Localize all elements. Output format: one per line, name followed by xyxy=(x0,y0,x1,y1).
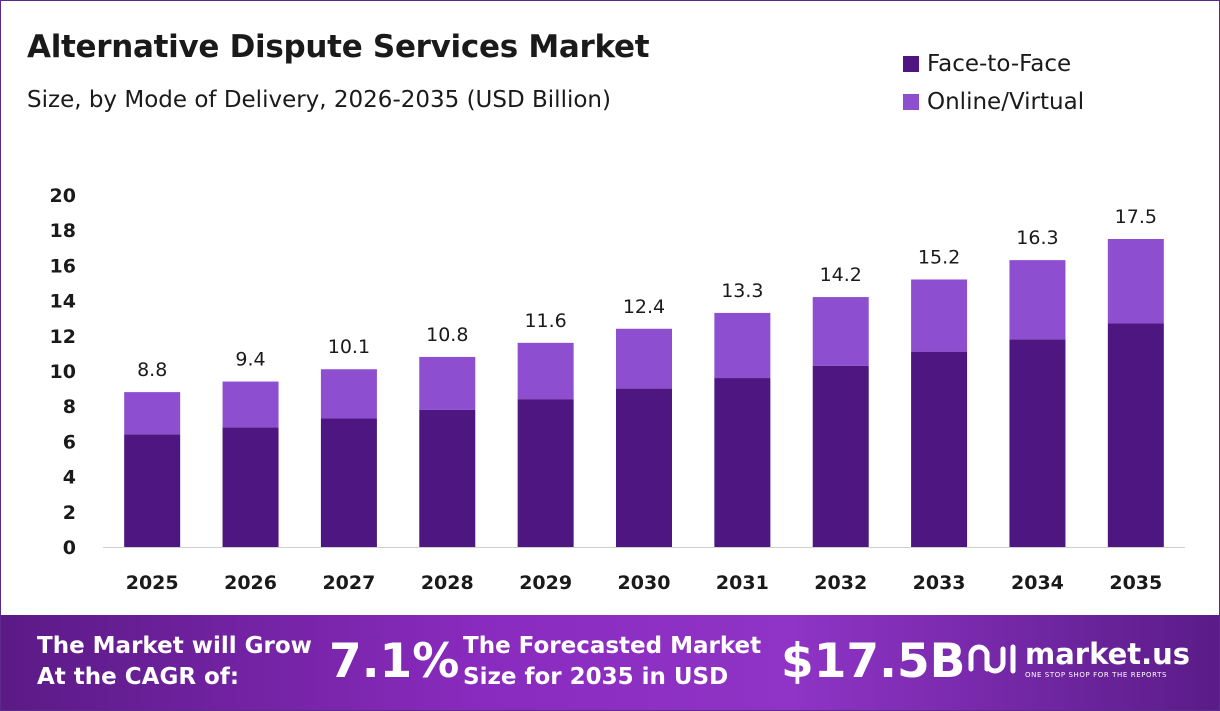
x-tick-label-2029: 2029 xyxy=(519,572,572,594)
bar-online-virtual-2031 xyxy=(714,312,771,379)
data-label-2029: 11.6 xyxy=(524,310,566,332)
data-label-2027: 10.1 xyxy=(328,336,370,358)
bar-online-virtual-2029 xyxy=(517,342,574,400)
forecast-label: The Forecasted Market Size for 2035 in U… xyxy=(463,631,761,693)
bar-online-virtual-2025 xyxy=(124,392,181,435)
chart-title: Alternative Dispute Services Market xyxy=(27,29,650,65)
x-tick-label-2031: 2031 xyxy=(716,572,769,594)
bar-online-virtual-2026 xyxy=(222,381,279,428)
brand-logo: market.us ONE STOP SHOP FOR THE REPORTS xyxy=(967,639,1190,679)
y-tick-label: 18 xyxy=(50,220,76,242)
footer-banner: The Market will Grow At the CAGR of: 7.1… xyxy=(1,615,1219,710)
chart-subtitle: Size, by Mode of Delivery, 2026-2035 (US… xyxy=(27,87,611,113)
market-us-logo-icon xyxy=(968,644,1016,674)
brand-name: market.us xyxy=(1025,637,1191,671)
bar-face-to-face-2033 xyxy=(911,351,968,547)
bar-face-to-face-2029 xyxy=(517,399,574,547)
legend-swatch-online-virtual xyxy=(903,94,919,110)
bar-face-to-face-2030 xyxy=(616,388,672,547)
y-tick-label: 6 xyxy=(63,431,76,453)
legend-label-online-virtual: Online/Virtual xyxy=(927,89,1085,115)
y-tick-label: 0 xyxy=(63,537,76,559)
x-tick-label-2032: 2032 xyxy=(814,572,867,594)
x-tick-label-2027: 2027 xyxy=(322,572,375,594)
x-tick-label-2034: 2034 xyxy=(1011,572,1064,594)
forecast-label-line2: Size for 2035 in USD xyxy=(463,664,729,690)
cagr-value: 7.1% xyxy=(329,634,460,689)
y-tick-label: 14 xyxy=(50,291,76,313)
bar-online-virtual-2032 xyxy=(812,297,869,366)
y-tick-label: 2 xyxy=(63,502,76,524)
data-label-2031: 13.3 xyxy=(721,280,763,302)
bar-face-to-face-2028 xyxy=(419,409,476,547)
forecast-label-line1: The Forecasted Market xyxy=(463,633,762,659)
data-label-2035: 17.5 xyxy=(1115,206,1157,228)
data-label-2026: 9.4 xyxy=(235,349,265,371)
x-tick-label-2028: 2028 xyxy=(421,572,474,594)
data-label-2028: 10.8 xyxy=(426,324,468,346)
x-tick-label-2025: 2025 xyxy=(126,572,179,594)
cagr-label: The Market will Grow At the CAGR of: xyxy=(37,631,312,693)
legend-item-online-virtual: Online/Virtual xyxy=(903,83,1084,121)
bar-online-virtual-2028 xyxy=(419,356,476,410)
bar-online-virtual-2035 xyxy=(1107,239,1164,324)
cagr-label-line2: At the CAGR of: xyxy=(37,664,240,690)
bar-face-to-face-2027 xyxy=(320,418,377,547)
data-label-2032: 14.2 xyxy=(820,264,862,286)
bar-online-virtual-2030 xyxy=(616,328,672,389)
bar-face-to-face-2025 xyxy=(124,434,181,547)
x-tick-label-2030: 2030 xyxy=(618,572,671,594)
forecast-value: $17.5B xyxy=(781,634,966,689)
y-tick-label: 8 xyxy=(63,396,76,418)
bar-face-to-face-2035 xyxy=(1107,323,1164,547)
bar-chart: 0 2 4 6 8 10 12 14 16 18 20 8.8 2025 9.4 2026 10.1 2027 1… xyxy=(50,185,1185,594)
x-tick-label-2033: 2033 xyxy=(913,572,966,594)
data-label-2033: 15.2 xyxy=(918,246,960,268)
y-tick-label: 16 xyxy=(50,255,76,277)
bar-face-to-face-2026 xyxy=(222,427,279,547)
legend-swatch-face-to-face xyxy=(903,56,919,72)
x-tick-label-2035: 2035 xyxy=(1109,572,1162,594)
bar-face-to-face-2032 xyxy=(812,365,869,547)
data-label-2034: 16.3 xyxy=(1016,227,1058,249)
bar-face-to-face-2031 xyxy=(714,378,771,547)
bar-face-to-face-2034 xyxy=(1009,339,1066,547)
y-tick-label: 20 xyxy=(50,185,76,207)
data-label-2030: 12.4 xyxy=(623,296,665,318)
cagr-label-line1: The Market will Grow xyxy=(37,633,312,659)
data-label-2025: 8.8 xyxy=(137,359,167,381)
bar-online-virtual-2033 xyxy=(911,279,968,352)
y-tick-label: 12 xyxy=(50,326,76,348)
y-tick-label: 10 xyxy=(50,361,76,383)
bar-online-virtual-2027 xyxy=(320,369,377,419)
legend-item-face-to-face: Face-to-Face xyxy=(903,45,1084,83)
legend: Face-to-Face Online/Virtual xyxy=(903,45,1084,121)
bar-online-virtual-2034 xyxy=(1009,260,1066,340)
y-tick-label: 4 xyxy=(63,467,76,489)
x-tick-label-2026: 2026 xyxy=(224,572,277,594)
legend-label-face-to-face: Face-to-Face xyxy=(927,51,1072,77)
brand-tagline: ONE STOP SHOP FOR THE REPORTS xyxy=(1025,671,1168,679)
